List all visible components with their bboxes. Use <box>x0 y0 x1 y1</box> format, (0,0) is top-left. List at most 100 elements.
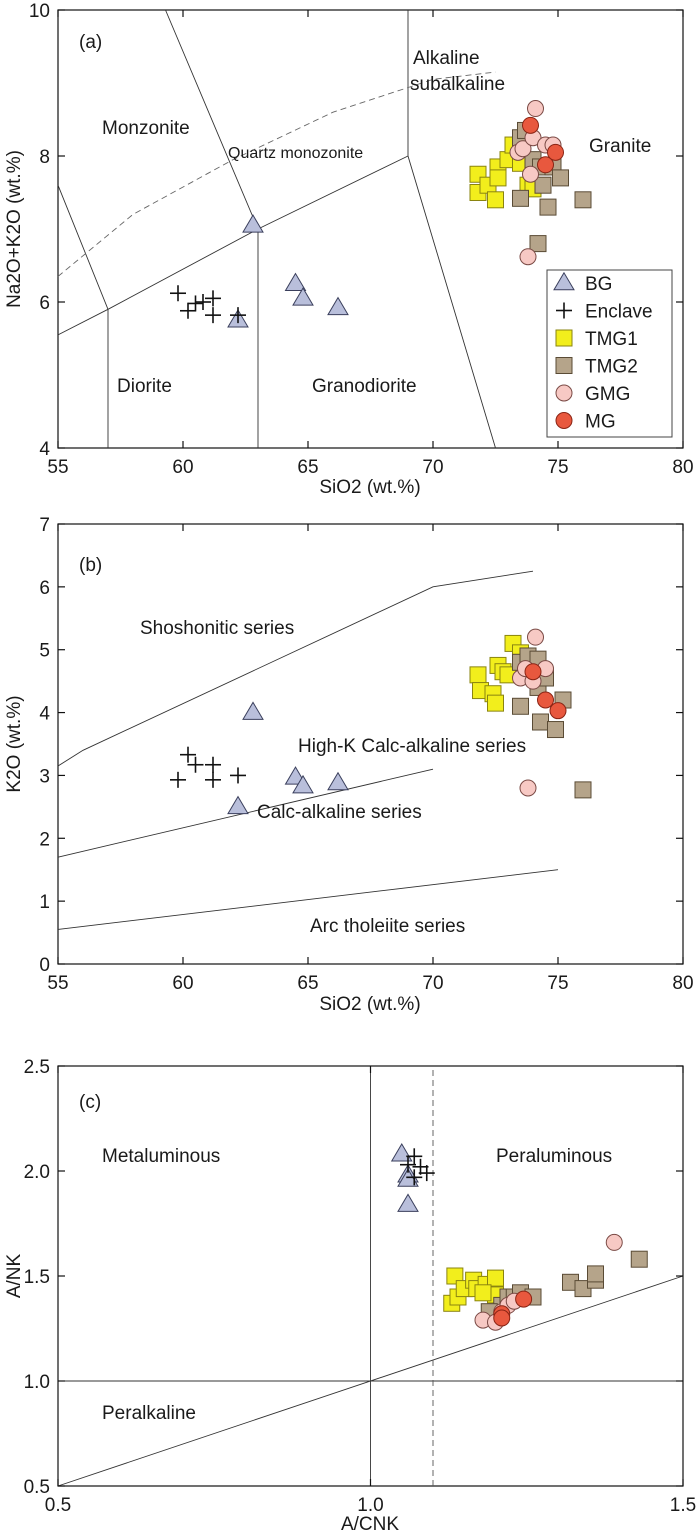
a-enclave-point <box>170 285 186 302</box>
panel-a-y-axis-title: Na2O+K2O (wt.%) <box>4 150 25 308</box>
field-label-diorite: Diorite <box>117 376 172 397</box>
field-label-subalkaline: subalkaline <box>410 74 505 95</box>
b-tmg1-point <box>487 694 504 712</box>
c-tmg1-point <box>446 1267 464 1285</box>
c-enclave-point <box>406 1148 423 1165</box>
b-tmg2-point <box>512 697 529 715</box>
a-enclave-point <box>180 302 196 319</box>
x-tick-label: 1.0 <box>357 1495 383 1516</box>
c-enclave-point <box>412 1158 429 1175</box>
y-tick-label: 2.0 <box>24 1162 50 1183</box>
legend-bg-marker <box>553 271 575 291</box>
x-tick-label: 70 <box>422 973 443 994</box>
x-tick-label: 60 <box>172 973 193 994</box>
a-bg-point <box>284 272 307 292</box>
y-tick-label: 8 <box>39 147 50 168</box>
y-tick-label: 7 <box>39 515 50 536</box>
panel-b-data-points <box>170 628 592 815</box>
panel-c-acnk-ank-diagram: 0.5 1.0 1.5 0.5 1.0 1.5 2.0 2.5 (c) Metaluminou… <box>4 1057 696 1534</box>
c-mg-point <box>493 1309 511 1327</box>
b-gmg-point <box>519 779 537 797</box>
x-tick-label: 55 <box>47 457 68 478</box>
panel-b-plot-frame <box>57 523 684 965</box>
panel-c-field-boundaries <box>57 1066 684 1487</box>
a-bg-point <box>327 296 349 316</box>
b-bg-point <box>292 774 314 794</box>
y-tick-label: 1.0 <box>24 1372 50 1393</box>
field-label-peralkaline: Peralkaline <box>102 1403 196 1424</box>
panel-c-x-axis-title: A/CNK <box>341 1514 399 1534</box>
x-tick-label: 65 <box>297 973 318 994</box>
panel-a-ticks: 55 60 65 70 75 80 4 6 8 10 <box>29 1 694 478</box>
legend-items: BG Enclave TMG1 TMG2 GMG MG <box>553 271 653 433</box>
x-tick-label: 55 <box>47 973 68 994</box>
c-tmg2-point <box>630 1250 648 1268</box>
x-tick-label: 75 <box>547 457 568 478</box>
a-tmg1-point <box>489 169 507 187</box>
b-tmg1-point <box>469 666 487 684</box>
b-mg-point <box>537 691 554 709</box>
panel-a-x-axis-title: SiO2 (wt.%) <box>319 477 420 498</box>
x-tick-label: 60 <box>172 457 193 478</box>
legend-enclave-label: Enclave <box>585 302 653 323</box>
boundary-line <box>165 9 259 448</box>
a-enclave-point <box>205 307 221 324</box>
y-tick-label: 0 <box>39 955 50 976</box>
b-enclave-point <box>205 756 221 773</box>
y-tick-label: 4 <box>39 439 50 460</box>
panel-c-tag: (c) <box>79 1092 101 1113</box>
b-enclave-point <box>170 771 186 788</box>
y-tick-label: 6 <box>39 578 50 599</box>
field-label-monzonite: Monzonite <box>102 118 190 139</box>
a-mg-point <box>522 116 539 134</box>
c-bg-point <box>397 1193 419 1212</box>
x-tick-label: 75 <box>547 973 568 994</box>
a-tmg2-point <box>512 189 529 207</box>
a-tmg2-point <box>552 169 569 187</box>
legend-box <box>546 269 673 438</box>
legend-tmg1-label: TMG1 <box>585 329 638 350</box>
a-mg-point <box>547 143 564 161</box>
a-tmg1-point <box>487 191 504 209</box>
a-enclave-point <box>187 295 204 312</box>
calc-alkaline-boundary <box>57 869 559 930</box>
panel-c-ticks: 0.5 1.0 1.5 0.5 1.0 1.5 2.0 2.5 <box>24 1057 697 1516</box>
boundary-line <box>57 185 109 448</box>
field-label-shoshonitic: Shoshonitic series <box>140 618 294 639</box>
y-tick-label: 3 <box>39 766 50 787</box>
b-bg-point <box>327 771 349 791</box>
x-tick-label: 0.5 <box>45 1495 71 1516</box>
c-gmg-point <box>605 1233 623 1251</box>
y-tick-label: 1.5 <box>24 1267 50 1288</box>
a-enclave-point <box>230 307 246 324</box>
b-bg-point <box>242 701 264 720</box>
b-bg-point <box>227 795 249 815</box>
a-enclave-point <box>195 294 211 310</box>
legend-mg-marker <box>555 412 573 429</box>
field-label-high-k-calc-alkaline: High-K Calc-alkaline series <box>298 736 526 757</box>
a-tmg2-point <box>574 191 592 209</box>
b-enclave-point <box>180 746 196 763</box>
shoshonitic-boundary <box>57 570 534 767</box>
y-tick-label: 1 <box>39 892 50 913</box>
b-tmg2-point <box>532 713 549 731</box>
legend-enclave-marker <box>556 302 572 319</box>
y-tick-label: 10 <box>29 1 50 22</box>
b-tmg2-point <box>574 781 592 799</box>
b-mg-point <box>524 663 542 681</box>
boundary-line <box>407 10 496 449</box>
c-enclave-point <box>400 1156 416 1173</box>
field-label-quartz-monzonite: Quartz monozonite <box>228 145 363 162</box>
y-tick-label: 6 <box>39 293 50 314</box>
a-gmg-point <box>522 165 539 183</box>
legend-tmg2-marker <box>555 357 573 374</box>
legend-gmg-marker <box>555 384 573 402</box>
panel-a-frame <box>57 9 684 449</box>
panel-b-ticks: 55 60 65 70 75 80 0 1 2 3 4 5 6 7 <box>39 515 693 994</box>
panel-a-data-points <box>170 100 592 328</box>
panel-b-k2o-sio2-diagram: 55 60 65 70 75 80 0 1 2 3 4 5 6 7 (b) Shoshonitic ser… <box>4 515 694 1015</box>
c-mg-point <box>515 1290 533 1308</box>
legend-bg-label: BG <box>585 274 612 295</box>
panel-b-tag: (b) <box>79 555 102 576</box>
